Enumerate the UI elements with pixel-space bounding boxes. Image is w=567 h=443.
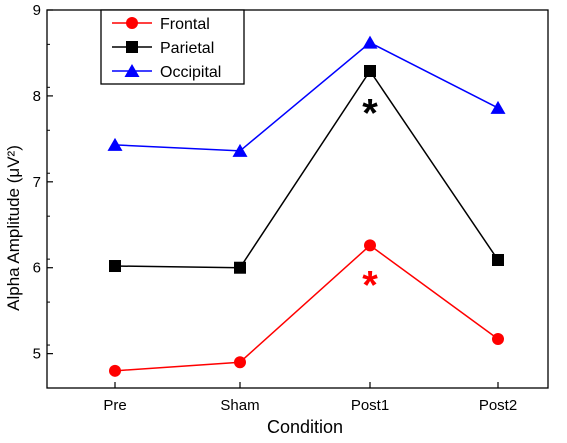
legend-label: Frontal [160,16,210,33]
plot-frame [46,9,549,389]
data-point-square [234,261,246,274]
y-tick-label: 9 [33,2,41,19]
y-axis-label: Alpha Amplitude (μV²) [4,145,23,311]
data-point-square [126,41,138,53]
x-axis: Pre Sham Post1 Post2 [103,382,517,414]
series-line [114,244,499,372]
x-axis-label: Condition [267,417,343,437]
significance-asterisk: * [362,263,378,307]
y-tick-label: 8 [33,88,41,105]
plot-border [46,9,549,389]
data-point-circle [364,239,376,252]
legend-item-frontal: Frontal [112,16,210,33]
legend: Frontal Parietal Occipital [100,9,245,85]
y-tick-label: 5 [33,346,41,363]
y-tick-label: 7 [33,174,41,191]
series-occipital [107,35,506,157]
x-tick-label: Post1 [351,397,389,414]
data-point-triangle [490,100,506,114]
data-point-circle [234,356,246,369]
annotation-layer: ** [362,92,378,308]
data-point-square [109,260,121,273]
data-point-circle [492,333,504,346]
legend-label: Occipital [160,64,221,81]
data-point-circle [126,17,138,29]
x-tick-label: Post2 [479,397,517,414]
data-point-square [364,64,376,77]
x-tick-label: Pre [103,397,126,414]
data-point-triangle [362,35,378,49]
legend-item-occipital: Occipital [112,64,221,81]
data-point-triangle [124,64,140,77]
y-tick-label: 6 [33,260,41,277]
data-point-square [492,253,504,266]
y-axis: 5 6 7 8 9 [33,2,53,389]
legend-item-parietal: Parietal [112,40,214,57]
series-layer [107,35,506,377]
legend-label: Parietal [160,40,214,57]
x-tick-label: Sham [220,397,259,414]
data-point-triangle [232,143,248,157]
series-line [114,69,499,269]
data-point-triangle [107,137,123,151]
significance-asterisk: * [362,92,378,136]
series-line [114,41,499,152]
series-parietal [109,64,504,274]
series-frontal [109,239,504,377]
data-point-circle [109,364,121,377]
